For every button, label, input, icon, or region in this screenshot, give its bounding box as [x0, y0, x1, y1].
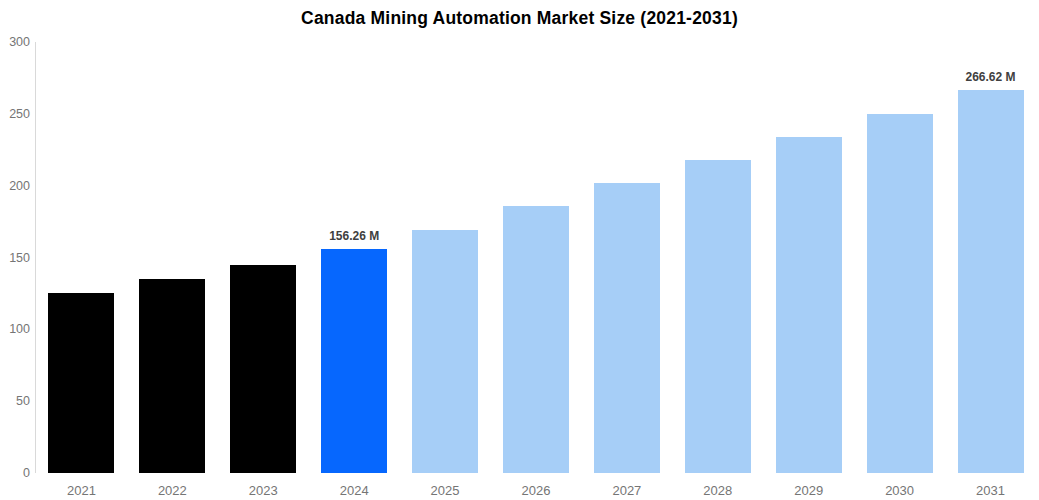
bar-value-label-2031: 266.62 M [965, 70, 1015, 84]
x-axis-tick-label-2026: 2026 [491, 483, 582, 498]
bar-value-label-2024: 156.26 M [329, 229, 379, 243]
x-axis-tick-label-2028: 2028 [672, 483, 763, 498]
bar-2027 [594, 183, 660, 473]
bar-2023 [230, 265, 296, 473]
x-axis-tick-label-2027: 2027 [581, 483, 672, 498]
y-axis-tick-label: 0 [0, 466, 30, 480]
bar-column-2021: 2021 [36, 42, 127, 473]
y-axis-tick-label: 50 [0, 394, 30, 408]
plot-area: 202120222023156.26 M20242025202620272028… [35, 42, 1036, 473]
chart-title: Canada Mining Automation Market Size (20… [0, 8, 1039, 29]
y-axis-tick-label: 200 [0, 179, 30, 193]
bar-column-2029: 2029 [763, 42, 854, 473]
x-axis-tick-label-2031: 2031 [945, 483, 1036, 498]
y-axis-tick-label: 150 [0, 251, 30, 265]
bar-2031 [958, 90, 1024, 473]
bar-column-2031: 266.62 M2031 [945, 42, 1036, 473]
bar-2029 [776, 137, 842, 473]
x-axis-tick-label-2022: 2022 [127, 483, 218, 498]
bar-2021 [48, 293, 114, 473]
bar-column-2025: 2025 [400, 42, 491, 473]
bar-2028 [685, 160, 751, 473]
chart-canvas: Canada Mining Automation Market Size (20… [0, 0, 1039, 500]
bar-column-2022: 2022 [127, 42, 218, 473]
y-axis-tick-label: 300 [0, 35, 30, 49]
x-axis-tick-label-2029: 2029 [763, 483, 854, 498]
bar-column-2023: 2023 [218, 42, 309, 473]
bar-2024 [321, 249, 387, 473]
bar-column-2030: 2030 [854, 42, 945, 473]
bar-2030 [867, 114, 933, 473]
x-axis-tick-label-2030: 2030 [854, 483, 945, 498]
x-axis-tick-label-2025: 2025 [400, 483, 491, 498]
bar-column-2026: 2026 [491, 42, 582, 473]
bar-column-2024: 156.26 M2024 [309, 42, 400, 473]
bar-2026 [503, 206, 569, 473]
y-axis-tick-label: 250 [0, 107, 30, 121]
x-axis-tick-label-2023: 2023 [218, 483, 309, 498]
bar-column-2027: 2027 [581, 42, 672, 473]
bar-2025 [412, 230, 478, 473]
bar-2022 [139, 279, 205, 473]
y-axis-tick-label: 100 [0, 322, 30, 336]
bar-column-2028: 2028 [672, 42, 763, 473]
x-axis-tick-label-2021: 2021 [36, 483, 127, 498]
x-axis-tick-label-2024: 2024 [309, 483, 400, 498]
